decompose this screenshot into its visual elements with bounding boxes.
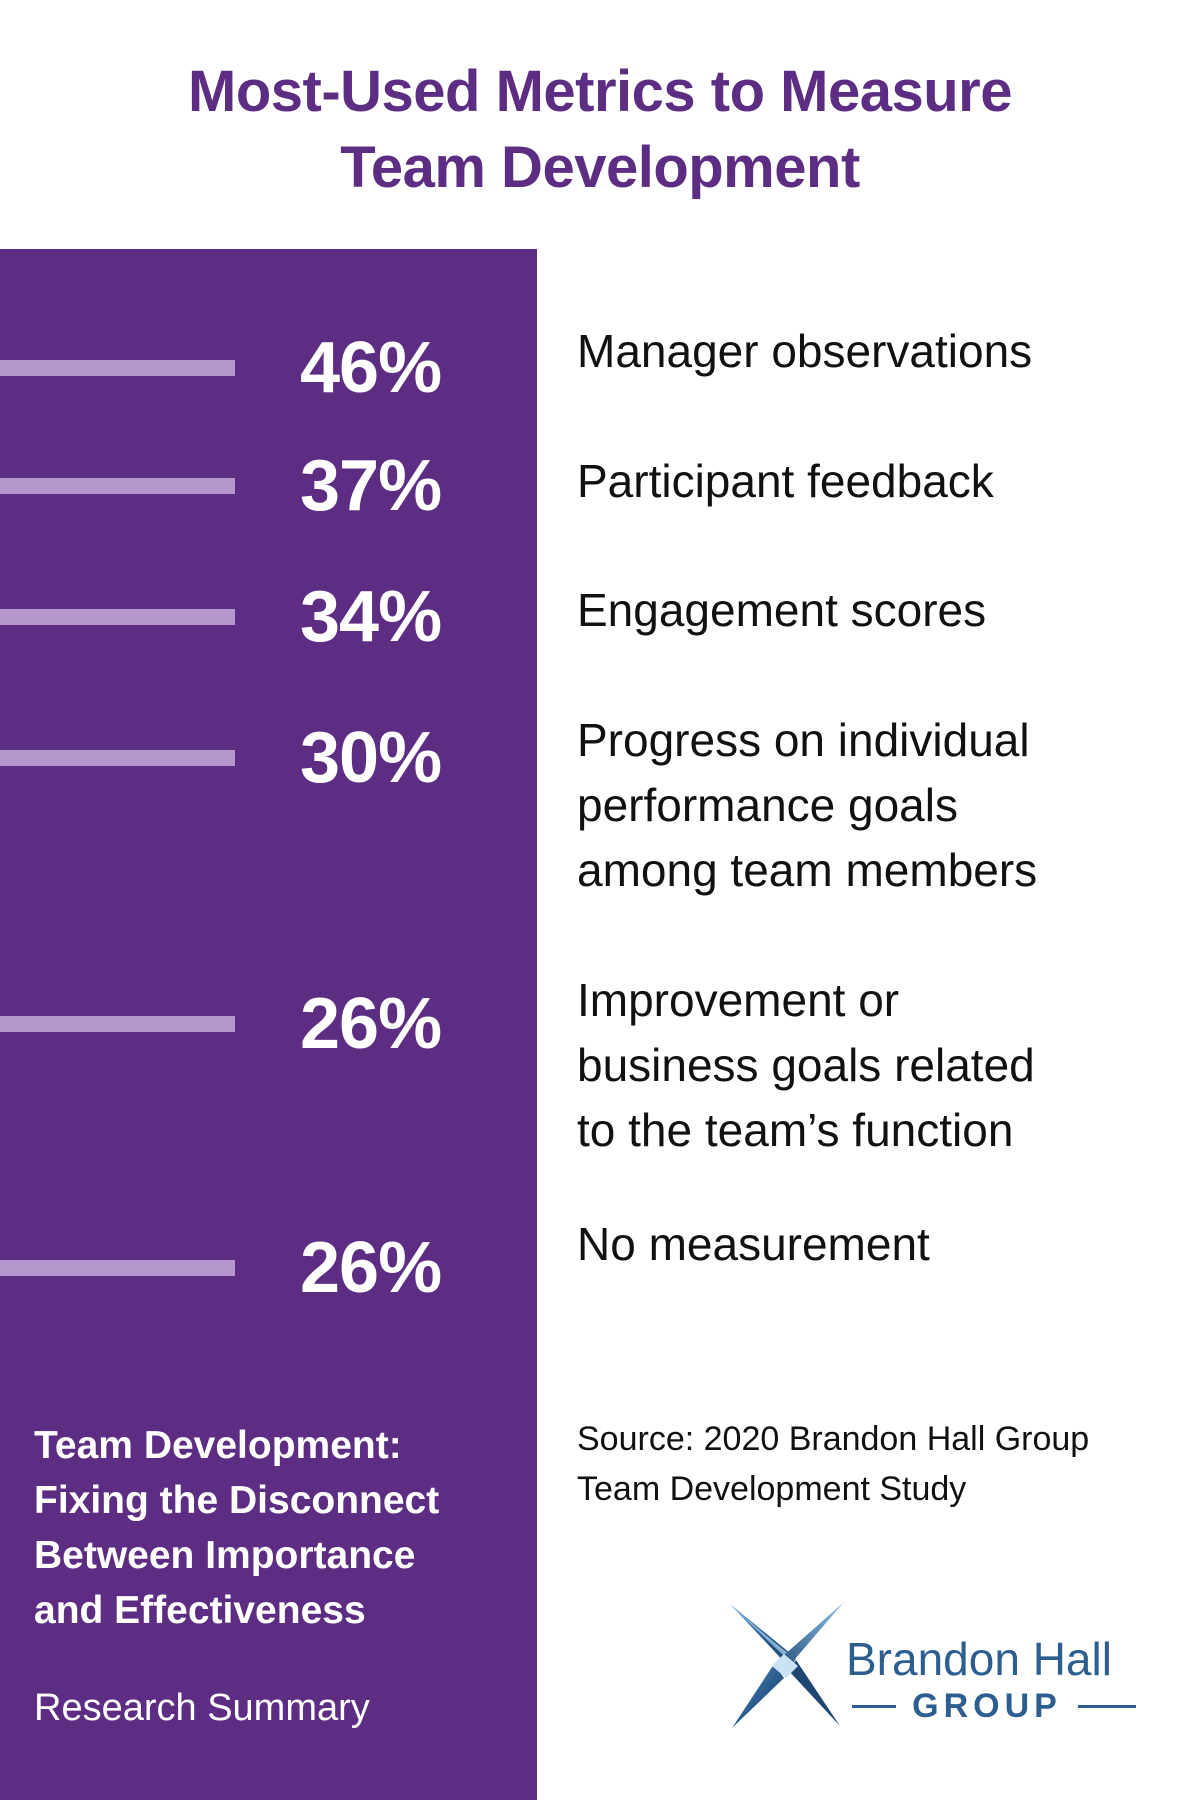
chart-category-label: Participant feedback: [577, 449, 1137, 514]
chart-category-label: Engagement scores: [577, 578, 1137, 643]
report-title: Team Development: Fixing the Disconnect …: [34, 1418, 534, 1638]
chart-bar: [0, 609, 235, 625]
report-title-line-1: Team Development:: [34, 1424, 402, 1467]
chart-category-label-line: Improvement or: [577, 974, 900, 1026]
chart-category-label-line: performance goals: [577, 779, 958, 831]
chart-category-label-line: No measurement: [577, 1218, 930, 1270]
chart-value-label: 26%: [300, 984, 442, 1064]
brandon-hall-logo: Brandon Hall GROUP: [722, 1598, 1142, 1738]
report-title-line-4: and Effectiveness: [34, 1589, 366, 1632]
source-line-2: Team Development Study: [577, 1470, 967, 1508]
chart-category-label-line: among team members: [577, 844, 1038, 896]
logo-name: Brandon Hall: [846, 1633, 1112, 1685]
report-subtitle: Research Summary: [34, 1687, 370, 1729]
chart-category-label: Improvement or business goals related to t…: [577, 968, 1137, 1163]
chart-bar: [0, 1260, 235, 1276]
logo-group-text: GROUP: [912, 1687, 1062, 1725]
chart-value-label: 30%: [300, 718, 442, 798]
report-title-line-3: Between Importance: [34, 1534, 416, 1577]
report-title-line-2: Fixing the Disconnect: [34, 1479, 440, 1522]
logo-rule-left: [852, 1705, 896, 1708]
chart-category-label-line: Engagement scores: [577, 584, 987, 636]
chart-category-label-line: to the team’s function: [577, 1104, 1014, 1156]
chart-bar: [0, 750, 235, 766]
page-title: Most-Used Metrics to Measure Team Develo…: [0, 54, 1200, 206]
chart-category-label: Manager observations: [577, 319, 1137, 384]
logo-group-wordmark: GROUP: [846, 1686, 1138, 1726]
chart-value-label: 46%: [300, 328, 442, 408]
page-title-line-2: Team Development: [340, 135, 860, 200]
source-note: Source: 2020 Brandon Hall Group Team Dev…: [577, 1414, 1177, 1514]
chart-value-label: 26%: [300, 1228, 442, 1308]
chart-category-label-line: Manager observations: [577, 325, 1033, 377]
chart-bar: [0, 360, 235, 376]
chart-category-label-line: Progress on individual: [577, 714, 1030, 766]
chart-bar: [0, 1016, 235, 1032]
logo-rule-right: [1078, 1705, 1136, 1708]
chart-category-label-line: business goals related: [577, 1039, 1035, 1091]
brandon-hall-x-logo-icon: [730, 1602, 844, 1728]
chart-bar: [0, 478, 235, 494]
source-line-1: Source: 2020 Brandon Hall Group: [577, 1420, 1090, 1458]
chart-category-label-line: Participant feedback: [577, 455, 994, 507]
chart-value-label: 37%: [300, 446, 442, 526]
chart-category-label: No measurement: [577, 1212, 1137, 1277]
chart-value-label: 34%: [300, 577, 442, 657]
page-title-line-1: Most-Used Metrics to Measure: [188, 59, 1012, 124]
chart-category-label: Progress on individual performance goals a…: [577, 708, 1137, 903]
